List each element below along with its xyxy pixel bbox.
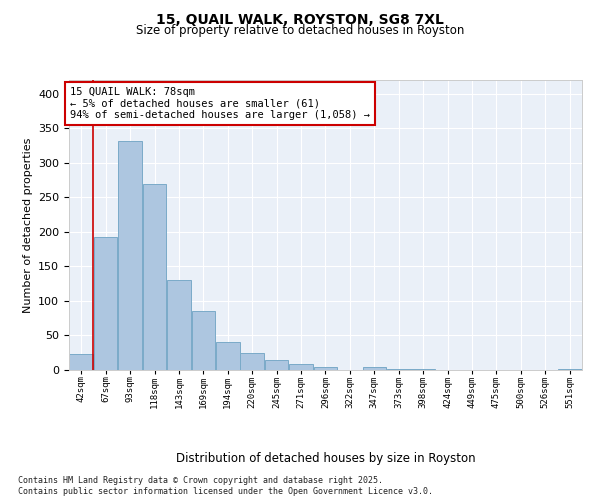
Y-axis label: Number of detached properties: Number of detached properties [23,138,32,312]
Bar [191,310,215,370]
Bar [289,364,313,370]
Text: Size of property relative to detached houses in Royston: Size of property relative to detached ho… [136,24,464,37]
Text: 15 QUAIL WALK: 78sqm
← 5% of detached houses are smaller (61)
94% of semi-detach: 15 QUAIL WALK: 78sqm ← 5% of detached ho… [70,87,370,120]
Bar [362,367,386,370]
Text: Contains public sector information licensed under the Open Government Licence v3: Contains public sector information licen… [18,488,433,496]
Bar [216,342,239,370]
Text: 15, QUAIL WALK, ROYSTON, SG8 7XL: 15, QUAIL WALK, ROYSTON, SG8 7XL [156,12,444,26]
Bar [143,184,166,370]
Text: Contains HM Land Registry data © Crown copyright and database right 2025.: Contains HM Land Registry data © Crown c… [18,476,383,485]
Bar [118,141,142,370]
Bar [94,236,118,370]
Bar [70,354,93,370]
Bar [314,367,337,370]
Bar [265,360,289,370]
X-axis label: Distribution of detached houses by size in Royston: Distribution of detached houses by size … [176,452,475,465]
Bar [558,368,581,370]
Bar [241,352,264,370]
Bar [167,280,191,370]
